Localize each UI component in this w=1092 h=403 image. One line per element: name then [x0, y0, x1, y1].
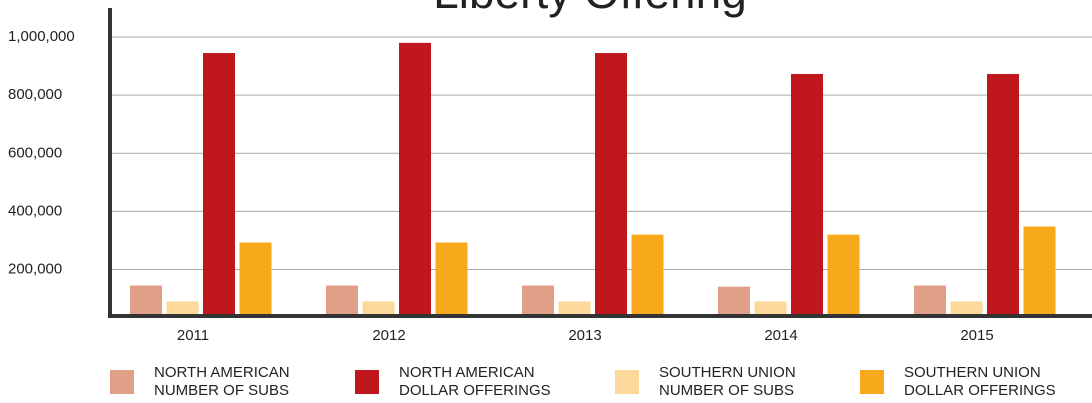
x-tick-label: 2012 — [372, 327, 405, 344]
bar — [558, 301, 591, 316]
bar — [203, 53, 235, 317]
legend-label: SOUTHERN UNION DOLLAR OFFERINGS — [904, 364, 1056, 399]
bar — [595, 53, 627, 317]
y-tick-label: 600,000 — [8, 144, 62, 161]
bar — [827, 234, 860, 316]
y-tick-label: 400,000 — [8, 202, 62, 219]
bar — [791, 73, 823, 316]
legend-label: SOUTHERN UNION NUMBER OF SUBS — [659, 364, 796, 399]
legend-label: NORTH AMERICAN NUMBER OF SUBS — [154, 364, 290, 399]
legend-label: NORTH AMERICAN DOLLAR OFFERINGS — [399, 364, 551, 399]
bar — [987, 73, 1019, 316]
x-tick-label: 2015 — [960, 327, 993, 344]
y-tick-label: 200,000 — [8, 260, 62, 277]
bar — [754, 301, 787, 316]
bar — [166, 301, 199, 316]
legend-item: SOUTHERN UNION NUMBER OF SUBS — [615, 364, 819, 400]
legend-swatch — [860, 370, 884, 394]
legend-item: NORTH AMERICAN NUMBER OF SUBS — [110, 364, 314, 400]
legend-swatch — [110, 370, 134, 394]
x-tick-label: 2011 — [177, 327, 209, 344]
bar — [914, 285, 946, 316]
legend-item: SOUTHERN UNION DOLLAR OFFERINGS — [860, 364, 1079, 400]
legend-swatch — [615, 370, 639, 394]
bar — [718, 286, 750, 316]
bar — [326, 285, 358, 316]
bar — [1023, 226, 1056, 316]
bar — [130, 285, 162, 316]
legend-swatch — [355, 370, 379, 394]
bar — [522, 285, 554, 316]
bar — [399, 42, 431, 317]
bar — [435, 242, 468, 316]
bar — [362, 301, 395, 316]
legend-item: NORTH AMERICAN DOLLAR OFFERINGS — [355, 364, 574, 400]
x-tick-label: 2014 — [764, 327, 797, 344]
bar — [631, 234, 664, 316]
x-tick-label: 2013 — [568, 327, 601, 344]
chart-title: Liberty Offering — [433, 0, 747, 18]
bar — [239, 242, 272, 316]
bar — [950, 301, 983, 316]
y-tick-label: 1,000,000 — [8, 28, 75, 45]
y-tick-label: 800,000 — [8, 86, 62, 103]
